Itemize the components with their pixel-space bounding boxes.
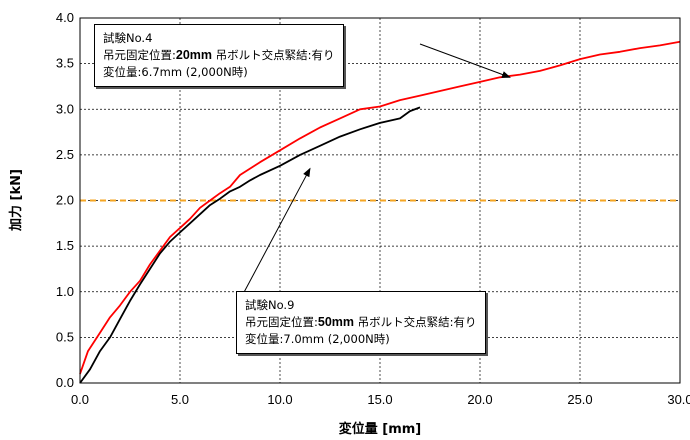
y-tick-label: 3.5 bbox=[56, 56, 74, 71]
series-line-1 bbox=[79, 40, 681, 375]
annotation-test-9-fastening: 吊ボルト交点緊結:有り bbox=[354, 315, 477, 329]
plot-frame bbox=[79, 17, 681, 384]
annotation-test-9: 試験No.9 吊元固定位置:50mm 吊ボルト交点緊結:有り 変位量:7.0mm… bbox=[236, 291, 486, 354]
x-tick-label: 20.0 bbox=[467, 392, 492, 407]
arrow-layer bbox=[241, 43, 511, 297]
x-tick-label: 30.0 bbox=[667, 392, 690, 407]
x-axis-title: 変位量 [mm] bbox=[339, 421, 422, 437]
annotation-test-4-displacement: 変位量:6.7mm (2,000N時) bbox=[103, 65, 248, 79]
annotation-test-9-position-value: 50mm bbox=[317, 315, 355, 329]
tick-label-layer: 0.0 0.5 1.0 1.5 2.0 2.5 3.0 3.5 4.0 0.0 5.0 10.0 15.… bbox=[56, 10, 690, 407]
annotation-test-4-position-label: 吊元固定位置: bbox=[103, 48, 176, 62]
y-axis-title: 加力 [kN] bbox=[8, 169, 24, 232]
x-tick-label: 15.0 bbox=[367, 392, 392, 407]
series-layer bbox=[79, 40, 681, 384]
y-tick-label: 0.0 bbox=[56, 375, 74, 390]
y-tick-label: 4.0 bbox=[56, 10, 74, 25]
annotation-test-9-title: 試験No.9 bbox=[245, 298, 295, 312]
y-tick-label: 0.5 bbox=[56, 329, 74, 344]
x-tick-label: 10.0 bbox=[267, 392, 292, 407]
annotation-test-9-displacement: 変位量:7.0mm (2,000N時) bbox=[245, 332, 390, 346]
x-tick-label: 5.0 bbox=[171, 392, 189, 407]
x-tick-label: 0.0 bbox=[71, 392, 89, 407]
annotation-arrow bbox=[419, 43, 511, 78]
annotation-test-9-position-label: 吊元固定位置: bbox=[245, 315, 318, 329]
y-tick-label: 1.5 bbox=[56, 238, 74, 253]
annotation-test-4-title: 試験No.4 bbox=[103, 31, 153, 45]
annotation-test-4-position-value: 20mm bbox=[175, 48, 213, 62]
y-tick-label: 2.5 bbox=[56, 147, 74, 162]
x-tick-label: 25.0 bbox=[567, 392, 592, 407]
annotation-arrow bbox=[241, 167, 311, 297]
annotation-test-4: 試験No.4 吊元固定位置:20mm 吊ボルト交点緊結:有り 変位量:6.7mm… bbox=[94, 24, 344, 87]
series-line-2 bbox=[79, 106, 421, 384]
annotation-test-4-fastening: 吊ボルト交点緊結:有り bbox=[212, 48, 335, 62]
annotation-test-9-position: 吊元固定位置:50mm 吊ボルト交点緊結:有り bbox=[245, 314, 477, 331]
y-tick-label: 3.0 bbox=[56, 101, 74, 116]
y-tick-label: 1.0 bbox=[56, 284, 74, 299]
y-tick-label: 2.0 bbox=[56, 193, 74, 208]
annotation-test-4-position: 吊元固定位置:20mm 吊ボルト交点緊結:有り bbox=[103, 47, 335, 64]
